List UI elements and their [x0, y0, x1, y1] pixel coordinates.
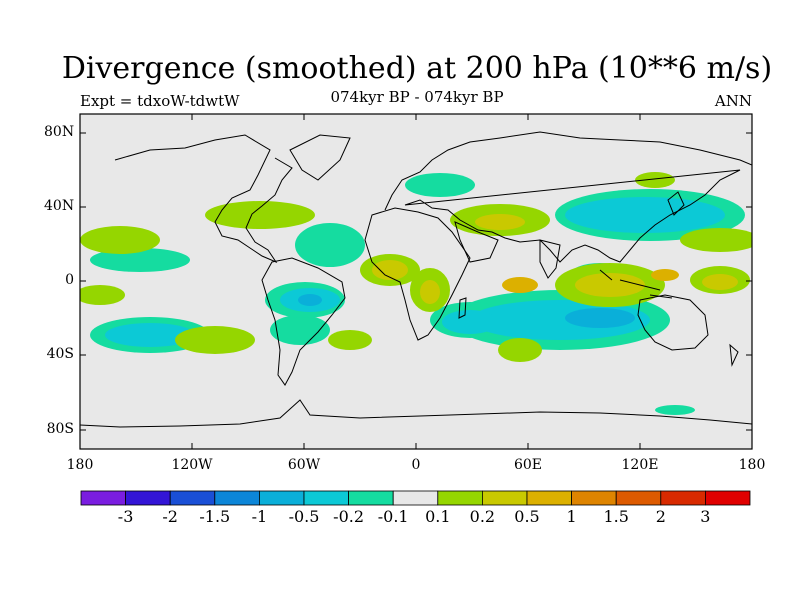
lon-label-180w: 180: [66, 457, 94, 473]
lat-label-40n: 40N: [44, 198, 75, 214]
axis-ticks: [80, 114, 752, 449]
colorbar-label: -2: [162, 507, 178, 526]
season-label: ANN: [714, 92, 752, 110]
colorbar-label: 1.5: [603, 507, 629, 526]
colorbar-swatch: [348, 490, 394, 506]
colorbar-swatch: [258, 490, 305, 506]
colorbar-swatch: [615, 490, 662, 506]
colorbar-swatch: [481, 490, 528, 506]
colorbar-label: 0.1: [425, 507, 451, 526]
lon-label-0: 0: [411, 457, 421, 473]
lon-label-120w: 120W: [171, 457, 213, 473]
colorbar-label: -0.5: [288, 507, 320, 526]
lon-label-120e: 120E: [621, 457, 659, 473]
lon-label-60w: 60W: [287, 457, 321, 473]
colorbar-swatch: [526, 490, 572, 506]
lon-label-180e: 180: [738, 457, 766, 473]
colorbar-swatch: [125, 490, 171, 506]
colorbar-swatch: [214, 490, 260, 506]
colorbar-label: -3: [117, 507, 134, 526]
colorbar-swatch: [571, 490, 617, 506]
colorbar-swatch: [169, 490, 216, 506]
colorbar-swatch: [392, 490, 439, 506]
lat-label-80s: 80S: [46, 421, 74, 437]
colorbar-label: -1.5: [199, 507, 231, 526]
chart-title: Divergence (smoothed) at 200 hPa (10**6 …: [61, 51, 773, 86]
coastlines: [80, 131, 752, 428]
colorbar-swatch: [437, 490, 483, 506]
colorbar-label: 2: [655, 507, 666, 526]
lat-label-80n: 80N: [44, 124, 75, 140]
experiment-label: Expt = tdxoW-tdwtW: [80, 92, 240, 110]
colorbar-swatch: [303, 490, 349, 506]
colorbar-label: 1: [566, 507, 577, 526]
lat-label-0: 0: [65, 272, 74, 288]
colorbar-swatch: [660, 490, 706, 506]
lon-label-60e: 60E: [513, 457, 543, 473]
colorbar-label: 0.2: [469, 507, 496, 526]
colorbar-swatch: [80, 490, 126, 506]
colorbar-label: -0.2: [333, 507, 365, 526]
chart-subtitle: 074kyr BP - 074kyr BP: [330, 88, 504, 106]
colorbar-label: -1: [251, 507, 268, 526]
colorbar-label: -0.1: [377, 507, 409, 526]
colorbar-label: 3: [700, 507, 711, 526]
lat-label-40s: 40S: [46, 346, 74, 362]
divergence-field: [80, 172, 752, 415]
colorbar-label: 0.5: [514, 507, 540, 526]
colorbar: [80, 490, 751, 506]
colorbar-swatch: [705, 490, 751, 506]
